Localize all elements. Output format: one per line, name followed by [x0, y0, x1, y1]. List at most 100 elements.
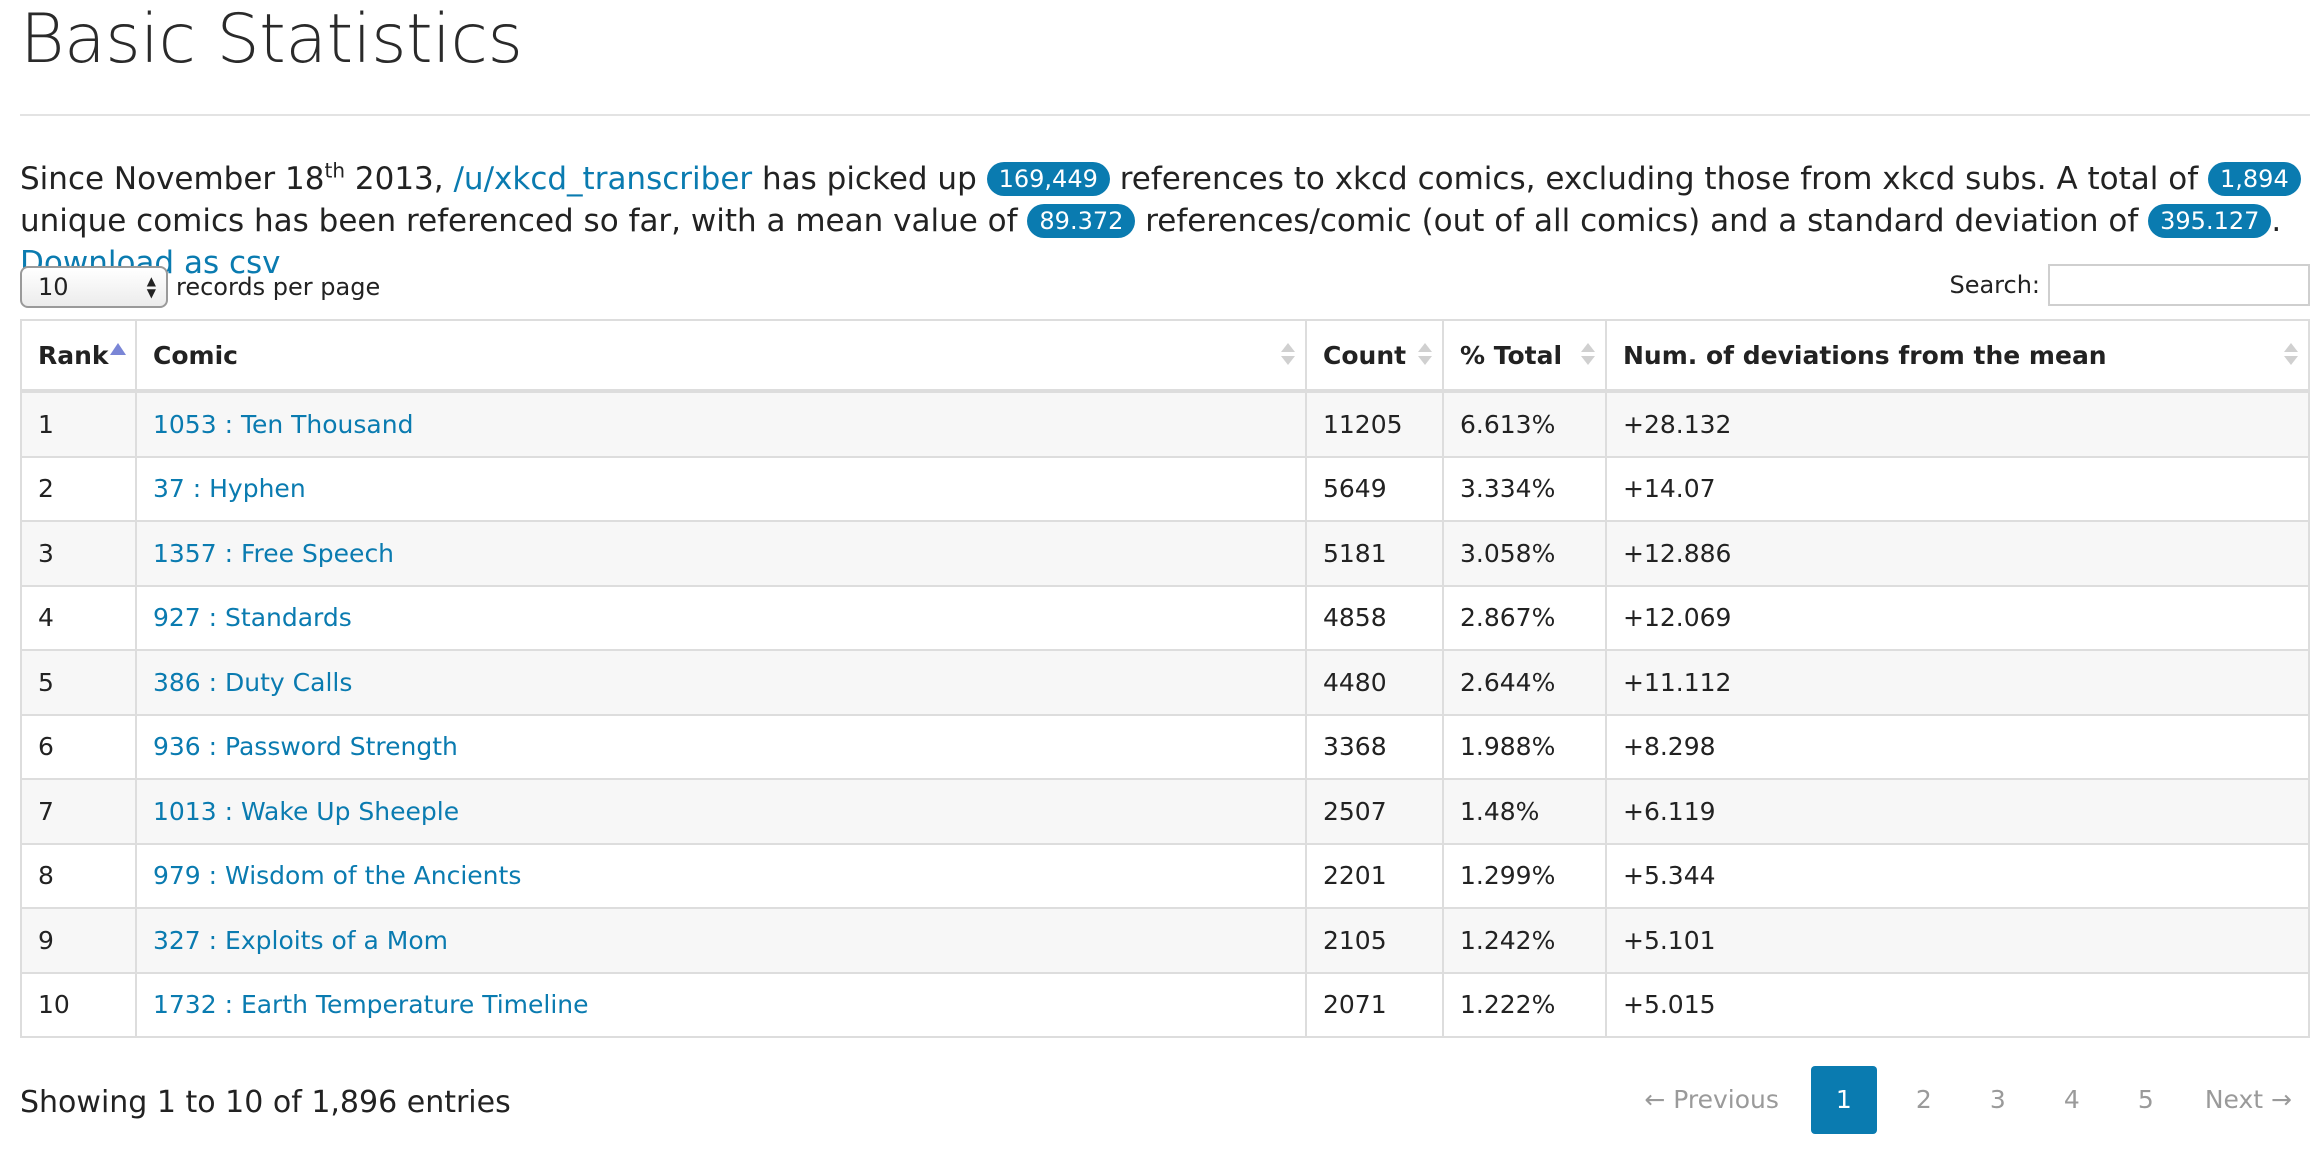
count-cell: 2071	[1305, 971, 1444, 1038]
page-button-1[interactable]: 1	[1810, 1066, 1877, 1134]
user-link[interactable]: /u/xkcd_transcriber	[453, 161, 753, 197]
table-row: 10 1732 : Earth Temperature Timeline 2071 1…	[20, 971, 2310, 1038]
rank-cell: 5	[20, 649, 137, 716]
entries-info: Showing 1 to 10 of 1,896 entries	[20, 1085, 511, 1120]
table-row: 8 979 : Wisdom of the Ancients 2201 1.299% +…	[20, 842, 2310, 909]
deviations-cell: +8.298	[1605, 713, 2310, 780]
records-per-page-label: records per page	[176, 273, 381, 301]
comic-cell: 927 : Standards	[135, 584, 1307, 651]
column-header-count[interactable]: Count	[1305, 319, 1444, 393]
rank-cell: 4	[20, 584, 137, 651]
comic-link[interactable]: 1013 : Wake Up Sheeple	[153, 796, 460, 826]
pct-total-cell: 2.867%	[1442, 584, 1607, 651]
mean-badge: 89.372	[1027, 204, 1136, 238]
intro-text-5: unique comics has been referenced so far…	[20, 203, 1028, 239]
column-label-count: Count	[1323, 340, 1407, 370]
comic-cell: 37 : Hyphen	[135, 455, 1307, 522]
sort-both-icon	[1418, 343, 1432, 365]
deviations-cell: +14.07	[1605, 455, 2310, 522]
rank-cell: 7	[20, 778, 137, 845]
sort-ascending-icon	[110, 343, 126, 355]
search-label: Search:	[1949, 271, 2040, 299]
intro-text-3: has picked up	[752, 161, 987, 197]
comic-link[interactable]: 1732 : Earth Temperature Timeline	[153, 990, 589, 1020]
comic-link[interactable]: 979 : Wisdom of the Ancients	[153, 861, 522, 891]
sort-both-icon	[1281, 343, 1295, 365]
deviations-cell: +6.119	[1605, 778, 2310, 845]
table-row: 1 1053 : Ten Thousand 11205 6.613% +28.132	[20, 390, 2310, 458]
intro-text-1: Since November 18	[20, 161, 325, 197]
comic-link[interactable]: 927 : Standards	[153, 603, 352, 633]
rank-cell: 1	[20, 390, 137, 458]
search-input[interactable]	[2048, 264, 2310, 306]
page-length-value: 10	[38, 273, 69, 301]
title-divider	[20, 114, 2310, 116]
comic-link[interactable]: 1357 : Free Speech	[153, 538, 395, 568]
count-cell: 11205	[1305, 390, 1444, 458]
comic-link[interactable]: 37 : Hyphen	[153, 474, 306, 504]
deviations-cell: +12.069	[1605, 584, 2310, 651]
deviations-cell: +5.344	[1605, 842, 2310, 909]
rank-cell: 9	[20, 907, 137, 974]
column-label-rank: Rank	[38, 340, 109, 370]
pct-total-cell: 1.48%	[1442, 778, 1607, 845]
pct-total-cell: 2.644%	[1442, 649, 1607, 716]
deviations-cell: +5.101	[1605, 907, 2310, 974]
sort-both-icon	[1581, 343, 1595, 365]
comic-cell: 979 : Wisdom of the Ancients	[135, 842, 1307, 909]
count-cell: 2105	[1305, 907, 1444, 974]
pct-total-cell: 3.334%	[1442, 455, 1607, 522]
column-header-comic[interactable]: Comic	[135, 319, 1307, 393]
intro-paragraph: Since November 18th 2013, /u/xkcd_transc…	[20, 158, 2320, 284]
count-cell: 2201	[1305, 842, 1444, 909]
column-header-rank[interactable]: Rank	[20, 319, 137, 393]
column-header-pct-total[interactable]: % Total	[1442, 319, 1607, 393]
table-row: 2 37 : Hyphen 5649 3.334% +14.07	[20, 455, 2310, 522]
page-button-4[interactable]: 4	[2063, 1085, 2080, 1114]
intro-text-4: references to xkcd comics, excluding tho…	[1109, 161, 2208, 197]
count-cell: 4480	[1305, 649, 1444, 716]
comic-link[interactable]: 386 : Duty Calls	[153, 667, 353, 697]
deviations-cell: +28.132	[1605, 390, 2310, 458]
search-control: Search:	[1949, 264, 2310, 306]
sort-both-icon	[2284, 343, 2298, 365]
count-cell: 3368	[1305, 713, 1444, 780]
next-page-button[interactable]: Next →	[2204, 1085, 2292, 1114]
column-header-deviations[interactable]: Num. of deviations from the mean	[1605, 319, 2310, 393]
table-row: 4 927 : Standards 4858 2.867% +12.069	[20, 584, 2310, 651]
comic-link[interactable]: 327 : Exploits of a Mom	[153, 925, 448, 955]
comic-cell: 1357 : Free Speech	[135, 520, 1307, 587]
page-length-control: 10 ▲ ▼ records per page	[20, 266, 380, 308]
intro-text-6: references/comic (out of all comics) and…	[1135, 203, 2149, 239]
intro-ordinal-suffix: th	[324, 158, 346, 183]
comic-link[interactable]: 936 : Password Strength	[153, 732, 458, 762]
rank-cell: 2	[20, 455, 137, 522]
comic-cell: 1732 : Earth Temperature Timeline	[135, 971, 1307, 1038]
table-body: 1 1053 : Ten Thousand 11205 6.613% +28.132 2 3…	[20, 390, 2310, 1038]
total-refs-badge: 169,449	[986, 162, 1110, 196]
deviations-cell: +5.015	[1605, 971, 2310, 1038]
column-label-deviations: Num. of deviations from the mean	[1623, 340, 2107, 370]
page-length-select[interactable]: 10 ▲ ▼	[20, 266, 168, 308]
page-button-3[interactable]: 3	[1989, 1085, 2006, 1114]
comic-cell: 386 : Duty Calls	[135, 649, 1307, 716]
previous-page-button[interactable]: ← Previous	[1644, 1085, 1779, 1114]
intro-text-7: .	[2271, 203, 2282, 239]
table-header-row: Rank Comic Count % Total Num. of deviati…	[20, 319, 2310, 393]
table-row: 9 327 : Exploits of a Mom 2105 1.242% +5.101	[20, 907, 2310, 974]
column-label-pct-total: % Total	[1460, 340, 1563, 370]
table-row: 3 1357 : Free Speech 5181 3.058% +12.886	[20, 520, 2310, 587]
comic-link[interactable]: 1053 : Ten Thousand	[153, 409, 414, 439]
count-cell: 5649	[1305, 455, 1444, 522]
rank-cell: 8	[20, 842, 137, 909]
count-cell: 5181	[1305, 520, 1444, 587]
page-button-2[interactable]: 2	[1915, 1085, 1932, 1114]
table-row: 6 936 : Password Strength 3368 1.988% +8.298	[20, 713, 2310, 780]
comic-cell: 1013 : Wake Up Sheeple	[135, 778, 1307, 845]
pct-total-cell: 1.222%	[1442, 971, 1607, 1038]
pct-total-cell: 1.988%	[1442, 713, 1607, 780]
rank-cell: 6	[20, 713, 137, 780]
page-button-5[interactable]: 5	[2137, 1085, 2154, 1114]
count-cell: 4858	[1305, 584, 1444, 651]
